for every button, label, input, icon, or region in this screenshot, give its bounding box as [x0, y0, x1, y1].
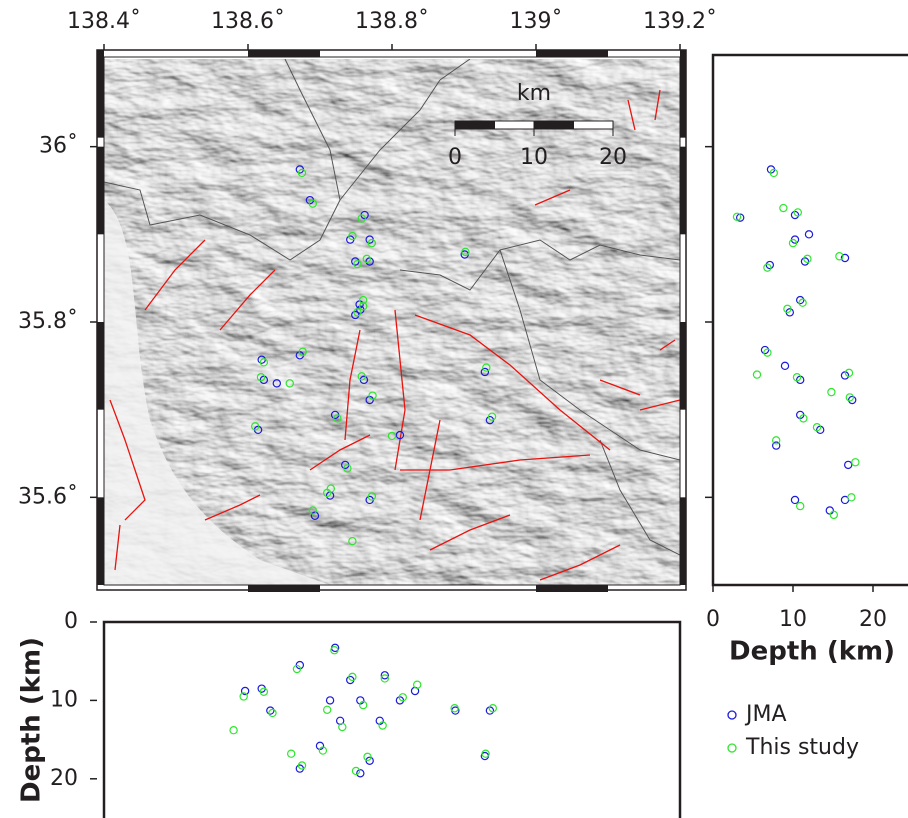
event-point [753, 371, 760, 378]
border-segment [392, 585, 464, 592]
event-point [791, 496, 798, 503]
event-point [230, 727, 237, 734]
border-segment [97, 497, 104, 585]
border-segment [104, 585, 176, 592]
event-point [780, 204, 787, 211]
y-tick-label: 35.6˚ [18, 484, 78, 509]
x-tick-label: 0 [706, 607, 720, 632]
lon-depth-frame [104, 622, 680, 818]
x-tick-label: 10 [779, 607, 807, 632]
border-segment [536, 50, 608, 57]
border-segment [248, 585, 320, 592]
border-segment [97, 322, 104, 410]
scalebar-label: 20 [599, 145, 627, 170]
scalebar-segment [574, 121, 614, 129]
border-segment [680, 497, 686, 585]
event-point [339, 723, 346, 730]
scalebar-segment [534, 121, 574, 129]
y-tick-label: 10 [50, 687, 78, 712]
event-point [357, 770, 364, 777]
scalebar-segment [495, 121, 535, 129]
event-point [288, 750, 295, 757]
map-background [104, 59, 680, 585]
event-point [848, 494, 855, 501]
y-tick-label: 35.8˚ [18, 309, 78, 334]
scalebar-title: km [517, 81, 551, 106]
event-point [845, 461, 852, 468]
y-axis-label: Depth (km) [17, 637, 47, 803]
event-point [414, 681, 421, 688]
x-tick-label: 139.2˚ [643, 9, 717, 34]
legend-label: This study [745, 735, 859, 760]
event-point [805, 231, 812, 238]
x-tick-label: 20 [859, 607, 887, 632]
event-point [828, 389, 835, 396]
border-segment [97, 147, 104, 235]
event-point [852, 459, 859, 466]
border-segment [680, 50, 686, 138]
legend-label: JMA [744, 702, 787, 727]
figure: 138.4˚ 138.6˚ 138.8˚ 139˚ 139.2˚ 35.6˚ 35.8˚ 36… [0, 0, 908, 818]
x-tick-label: 138.6˚ [211, 9, 285, 34]
scalebar-label: 10 [520, 145, 548, 170]
event-point [826, 507, 833, 514]
scalebar-label: 0 [448, 145, 462, 170]
y-tick-label: 0 [64, 609, 78, 634]
event-point [773, 437, 780, 444]
event-point [797, 503, 804, 510]
border-segment [680, 147, 686, 235]
depth-lat-frame [713, 55, 908, 585]
y-tick-label: 20 [50, 766, 78, 791]
event-point [324, 706, 331, 713]
event-point [326, 697, 333, 704]
y-tick-label: 36˚ [39, 134, 78, 159]
x-tick-label: 138.4˚ [67, 9, 141, 34]
event-point [352, 767, 359, 774]
border-segment [248, 50, 320, 57]
event-point [830, 511, 837, 518]
border-segment [680, 322, 686, 410]
legend-marker [728, 744, 736, 752]
x-tick-label: 138.8˚ [355, 9, 429, 34]
border-segment [536, 585, 608, 592]
border-segment [97, 50, 104, 138]
x-axis-label: Depth (km) [729, 637, 895, 667]
scalebar-segment [455, 121, 495, 129]
x-tick-label: 139˚ [510, 9, 563, 34]
event-point [781, 362, 788, 369]
legend-marker [728, 711, 736, 719]
